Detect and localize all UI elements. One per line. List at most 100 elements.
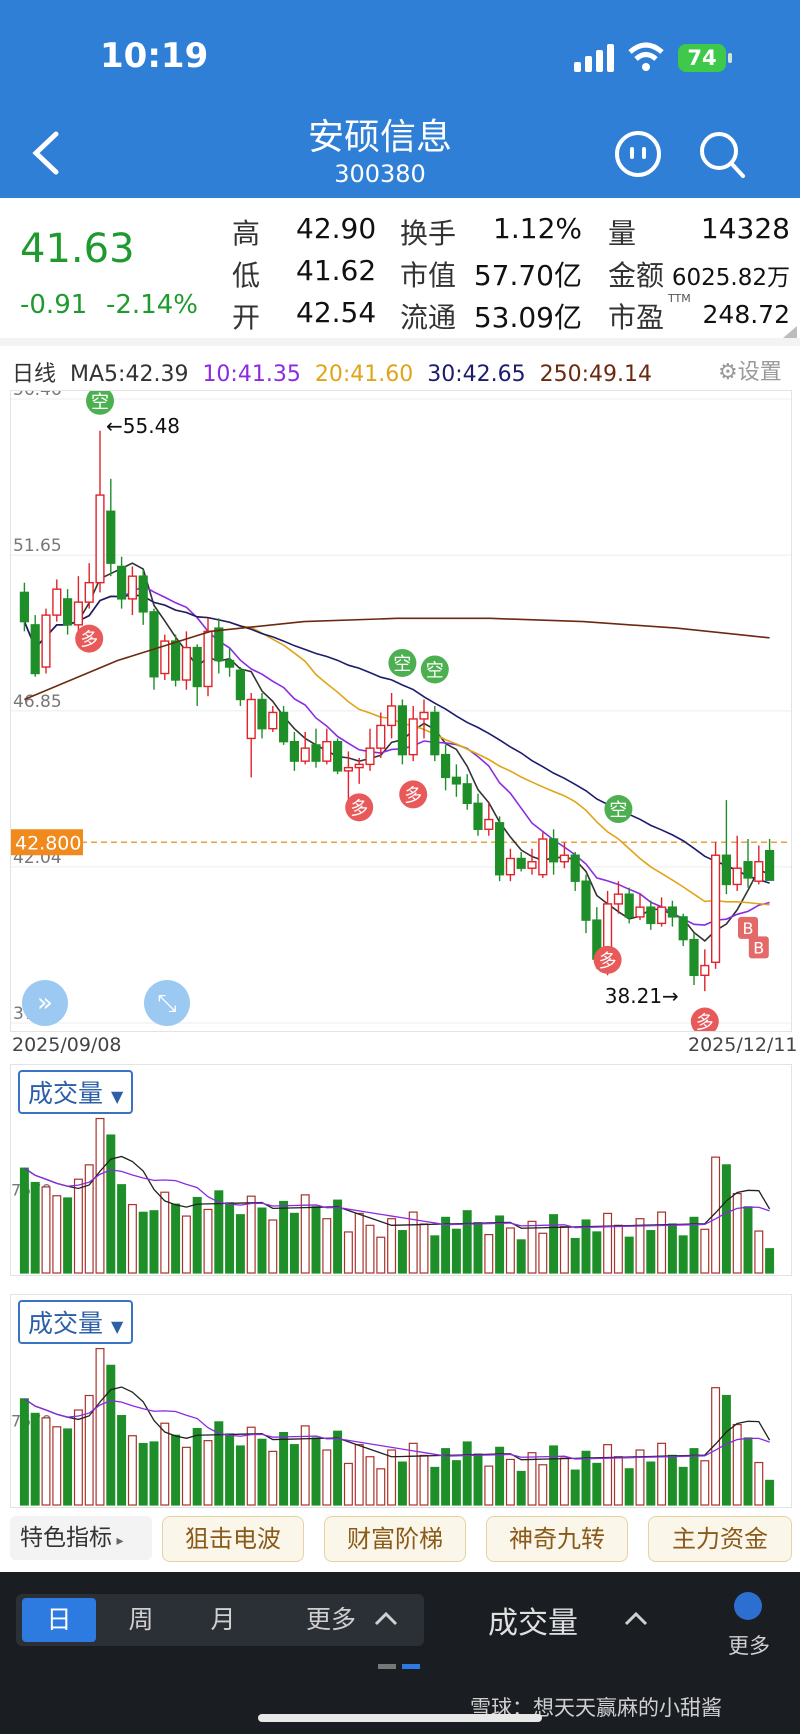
corner-arrow-icon [783,326,797,338]
candle [462,774,472,810]
chip-main-capital[interactable]: 主力资金 [648,1516,792,1562]
chip-magic-nine[interactable]: 神奇九转 [486,1516,628,1562]
period-label: 日线 [12,362,57,387]
candle [30,615,40,677]
tab-day[interactable]: 日 [22,1598,96,1642]
candle [408,705,418,762]
settings-button[interactable]: ⚙设置 [718,354,782,386]
candle [527,848,537,875]
volume-bar [624,1236,634,1274]
candle-body [451,776,461,785]
volume-ma10-line [24,1398,770,1460]
candle-body [149,611,159,678]
buy-signal-text: 多 [404,785,422,806]
pe-value: 248.72 [702,300,790,329]
volume-bar [52,1195,62,1274]
candle [235,667,245,706]
volume-bar [354,1212,364,1274]
volume-bar [354,1444,364,1506]
candle-body [635,906,645,918]
indicator-dropdown-2[interactable]: 成交量 ▼ [18,1300,134,1344]
sell-signal-text: 空 [91,392,109,413]
tab-month[interactable]: 月 [210,1605,236,1634]
tab-more[interactable]: 更多 [305,1605,356,1634]
quote-panel: 41.63 -0.91 -2.14% 高 42.90 换手 1.12% 量 14… [0,198,800,338]
candle-body [279,711,289,743]
volume-ma10-line [24,1167,770,1229]
chevron-up-icon[interactable] [374,1610,398,1626]
feature-indicator-menu[interactable]: 特色指标 ▸ [10,1516,152,1560]
indicator-dropdown-1[interactable]: 成交量 ▼ [18,1070,134,1114]
candle-body [333,740,343,772]
chip-label: 财富阶梯 [347,1525,443,1553]
candle-body [462,783,472,805]
volume-bar [181,1215,191,1274]
price-change: -0.91 [20,290,88,320]
volume-bar [387,1218,397,1274]
candle [257,692,267,739]
more-dot-icon[interactable] [734,1592,762,1620]
feature-label: 特色指标 [20,1525,112,1551]
settings-label: 设置 [737,360,782,385]
tab-week[interactable]: 周 [128,1605,154,1634]
candle [495,816,505,882]
volume-bar [408,1211,418,1274]
more-label[interactable]: 更多 [728,1634,770,1658]
candle [41,608,51,674]
chip-wealth-ladder[interactable]: 财富阶梯 [324,1516,466,1562]
candle [484,803,494,836]
y-axis-label: 56.46 [13,391,62,400]
battery-level: 74 [687,46,717,70]
candle-body [732,867,742,886]
chevron-left-icon[interactable] [28,130,62,176]
ma10-line [23,584,770,926]
volume-panel-1[interactable]: 7570 [10,1064,792,1276]
volume-bar [41,1417,51,1506]
caret-right-icon: ▸ [112,1533,124,1549]
bottom-toolbar: 日 周 月 更多 成交量 更多 雪球：想天天赢麻的小甜酱 [0,1572,800,1734]
candle-body [624,893,634,918]
volume-bar [441,1216,451,1274]
ma20-label: 20:41.60 [314,362,414,387]
candle-body [289,740,299,762]
volume-bar [462,1210,472,1274]
volume-bar [516,1470,526,1506]
chat-face-icon[interactable] [614,130,662,178]
volume-bar [635,1218,645,1274]
candle-body [73,601,83,626]
candle [678,913,688,947]
volume-bar [451,1228,461,1274]
float-cap-value: 53.09亿 [473,301,582,334]
candle-body [430,711,440,756]
chevron-up-icon[interactable] [624,1610,648,1626]
last-price: 41.63 [20,226,135,272]
candle [225,647,235,677]
candle [549,829,559,875]
candle-body [322,740,332,762]
ma250-label: 250:49.14 [539,362,652,387]
volume-bar [192,1196,202,1274]
price-line-tag [11,829,83,856]
sell-signal-badge [420,655,449,684]
ttm-superscript: TTM [668,292,691,305]
buy-signal-badge [345,793,374,822]
search-icon[interactable] [698,130,746,180]
expand-icon[interactable]: ⤡ [144,980,190,1026]
candle [160,634,170,681]
volume-bar [646,1230,656,1274]
volume-bar [343,1462,353,1506]
volume-bar [117,1415,127,1506]
indicator-selector[interactable]: 成交量 [488,1606,578,1641]
volume-panel-2[interactable]: 7570 [10,1294,792,1508]
candle [117,556,127,609]
double-chevron-right-icon[interactable]: » [22,980,68,1026]
kline-panel[interactable]: 56.4651.6546.8542.0437.2342.800←55.4838.… [10,380,792,1036]
open-label: 开 [232,301,261,334]
volume-bar [333,1430,343,1506]
dropdown-label: 成交量 [28,1309,104,1338]
volume-bar [19,1167,29,1274]
volume-bar [754,1461,764,1506]
volume-bar [473,1222,483,1274]
y-axis-label: 51.65 [13,536,62,556]
chip-sniper[interactable]: 狙击电波 [162,1516,304,1562]
